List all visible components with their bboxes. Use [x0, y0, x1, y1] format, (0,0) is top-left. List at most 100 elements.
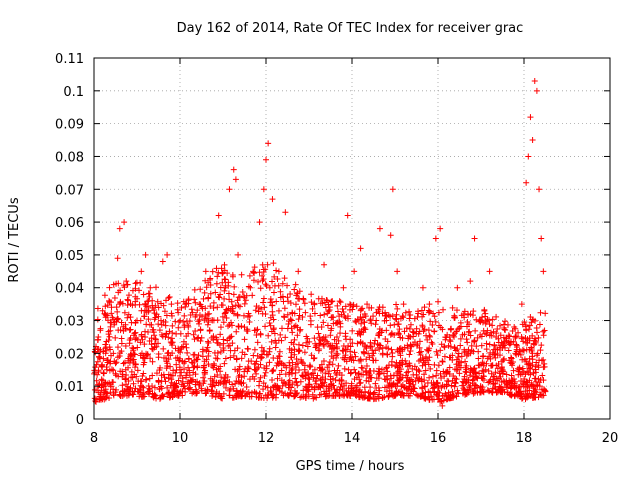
- data-point-band: [302, 309, 309, 316]
- data-point-band: [310, 355, 317, 362]
- data-point-band: [286, 392, 293, 399]
- data-point-band: [145, 316, 152, 323]
- data-point-band: [269, 278, 276, 285]
- data-point-band: [406, 376, 413, 383]
- data-point-band: [334, 308, 341, 315]
- data-point-band: [150, 393, 157, 400]
- data-point-band: [372, 380, 379, 387]
- data-point-band: [262, 369, 269, 376]
- data-point-band: [535, 334, 542, 341]
- data-point: [164, 251, 171, 258]
- data-point-band: [333, 340, 340, 347]
- data-point-band: [343, 358, 350, 365]
- data-point-band: [515, 329, 522, 336]
- data-point-band: [302, 383, 309, 390]
- data-point-band: [205, 340, 212, 347]
- data-point-band: [198, 385, 205, 392]
- data-point-band: [497, 389, 504, 396]
- data-point-band: [434, 352, 441, 359]
- data-point-band: [230, 310, 237, 317]
- data-point-band: [284, 311, 291, 318]
- data-point-band: [107, 346, 114, 353]
- data-point-band: [452, 379, 459, 386]
- data-point-band: [490, 328, 497, 335]
- data-point-band: [176, 319, 183, 326]
- data-point-band: [511, 384, 518, 391]
- data-point-band: [498, 379, 505, 386]
- data-point-band: [296, 306, 303, 313]
- data-point-band: [510, 367, 517, 374]
- data-point-band: [178, 369, 185, 376]
- data-point-band: [406, 351, 413, 358]
- data-point-band: [368, 320, 375, 327]
- data-point-band: [503, 371, 510, 378]
- data-point-band: [222, 384, 229, 391]
- data-point-band: [183, 344, 190, 351]
- data-point-band: [423, 332, 430, 339]
- y-tick-label: 0.03: [55, 315, 84, 330]
- data-point-band: [507, 385, 514, 392]
- data-point-band: [280, 298, 287, 305]
- data-point-band: [367, 374, 374, 381]
- data-point-band: [540, 392, 547, 399]
- data-point: [138, 268, 145, 275]
- data-point: [209, 317, 216, 324]
- data-point-band: [193, 389, 200, 396]
- data-point-band: [328, 349, 335, 356]
- data-point-band: [245, 346, 252, 353]
- data-point-band: [217, 324, 224, 331]
- data-point-band: [205, 361, 212, 368]
- data-point-band: [433, 367, 440, 374]
- data-point-band: [479, 375, 486, 382]
- data-point-band: [265, 332, 272, 339]
- data-point-band: [391, 321, 398, 328]
- data-point-band: [264, 384, 271, 391]
- data-point-band: [185, 356, 192, 363]
- data-point-band: [400, 314, 407, 321]
- data-point-band: [260, 386, 267, 393]
- data-point-band: [141, 313, 148, 320]
- data-point-band: [534, 382, 541, 389]
- data-point-band: [450, 392, 457, 399]
- data-point-band: [437, 324, 444, 331]
- data-point-band: [204, 321, 211, 328]
- data-point: [95, 333, 102, 340]
- data-point-band: [227, 354, 234, 361]
- data-point-band: [322, 393, 329, 400]
- data-point-band: [538, 386, 545, 393]
- data-point-band: [197, 327, 204, 334]
- data-point-band: [482, 366, 489, 373]
- data-point-band: [158, 378, 165, 385]
- data-point-band: [218, 265, 225, 272]
- data-point-band: [266, 359, 273, 366]
- data-point-band: [416, 358, 423, 365]
- data-point: [383, 317, 390, 324]
- data-point-band: [220, 381, 227, 388]
- data-point-band: [331, 386, 338, 393]
- data-point-band: [316, 365, 323, 372]
- data-point-band: [461, 346, 468, 353]
- data-point-band: [143, 376, 150, 383]
- data-point-band: [422, 367, 429, 374]
- data-point-band: [266, 284, 273, 291]
- data-point-band: [201, 317, 208, 324]
- data-point-band: [182, 301, 189, 308]
- data-point-band: [492, 346, 499, 353]
- data-point-band: [149, 372, 156, 379]
- data-point-band: [451, 314, 458, 321]
- data-point-band: [150, 346, 157, 353]
- data-point-band: [438, 384, 445, 391]
- data-point-band: [197, 337, 204, 344]
- data-point-band: [418, 376, 425, 383]
- data-point: [512, 350, 519, 357]
- data-point-band: [359, 314, 366, 321]
- data-point-band: [511, 392, 518, 399]
- data-point-band: [281, 305, 288, 312]
- data-point-band: [542, 310, 549, 317]
- data-point-band: [209, 383, 216, 390]
- data-point-band: [303, 385, 310, 392]
- data-point-band: [329, 342, 336, 349]
- data-point: [181, 324, 188, 331]
- data-point-band: [215, 365, 222, 372]
- data-point-band: [466, 372, 473, 379]
